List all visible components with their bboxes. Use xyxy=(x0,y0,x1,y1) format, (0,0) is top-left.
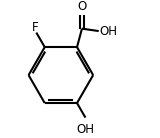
Text: OH: OH xyxy=(76,123,94,136)
Text: OH: OH xyxy=(99,25,117,38)
Text: O: O xyxy=(77,0,87,13)
Text: F: F xyxy=(32,21,38,34)
